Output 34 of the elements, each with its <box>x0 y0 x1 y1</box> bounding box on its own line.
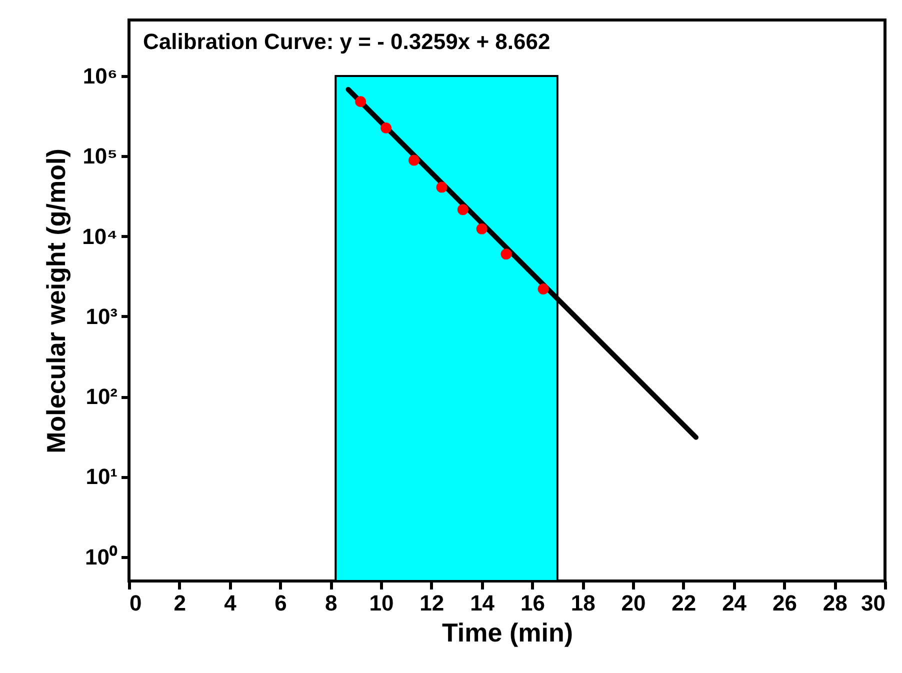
x-tick-label: 24 <box>722 590 748 616</box>
annotation: Calibration Curve: y = - 0.3259x + 8.662 <box>143 29 550 54</box>
x-tick-label: 12 <box>420 590 444 616</box>
y-tick-label: 10⁵ <box>82 144 118 169</box>
x-axis-title: Time (min) <box>442 618 573 648</box>
y-tick-label: 10³ <box>86 304 118 329</box>
y-tick-label: 10¹ <box>86 464 118 490</box>
x-tick-label: 2 <box>174 590 186 616</box>
point <box>408 154 420 166</box>
x-tick-label: 10 <box>369 590 394 616</box>
x-tick-label: 18 <box>570 590 596 616</box>
x-tick-label: 16 <box>520 590 545 616</box>
x-tick-label: 14 <box>470 590 496 616</box>
point <box>500 248 512 260</box>
x-tick-label: 30 <box>861 590 886 616</box>
point <box>355 96 366 108</box>
y-tick-label: 10⁴ <box>82 224 118 249</box>
point <box>457 204 468 216</box>
x-tick-label: 6 <box>274 590 287 616</box>
x-tick-label: 8 <box>324 590 338 616</box>
y-tick-label: 10² <box>86 384 118 410</box>
y-tick-label: 10⁰ <box>85 544 118 570</box>
point <box>380 122 392 134</box>
point <box>436 182 448 193</box>
x-tick-label: 28 <box>822 590 848 616</box>
x-tick-label: 22 <box>672 590 696 616</box>
point <box>476 223 488 234</box>
x-tick-label: 4 <box>224 590 238 616</box>
y-axis-title: Molecular weight (g/mol) <box>41 148 72 454</box>
x-tick-label: 26 <box>772 590 797 616</box>
y-tick-label: 10⁶ <box>82 64 118 89</box>
x-tick-label: 20 <box>621 590 646 616</box>
point <box>538 284 549 294</box>
x-tick-label: 0 <box>130 590 142 616</box>
